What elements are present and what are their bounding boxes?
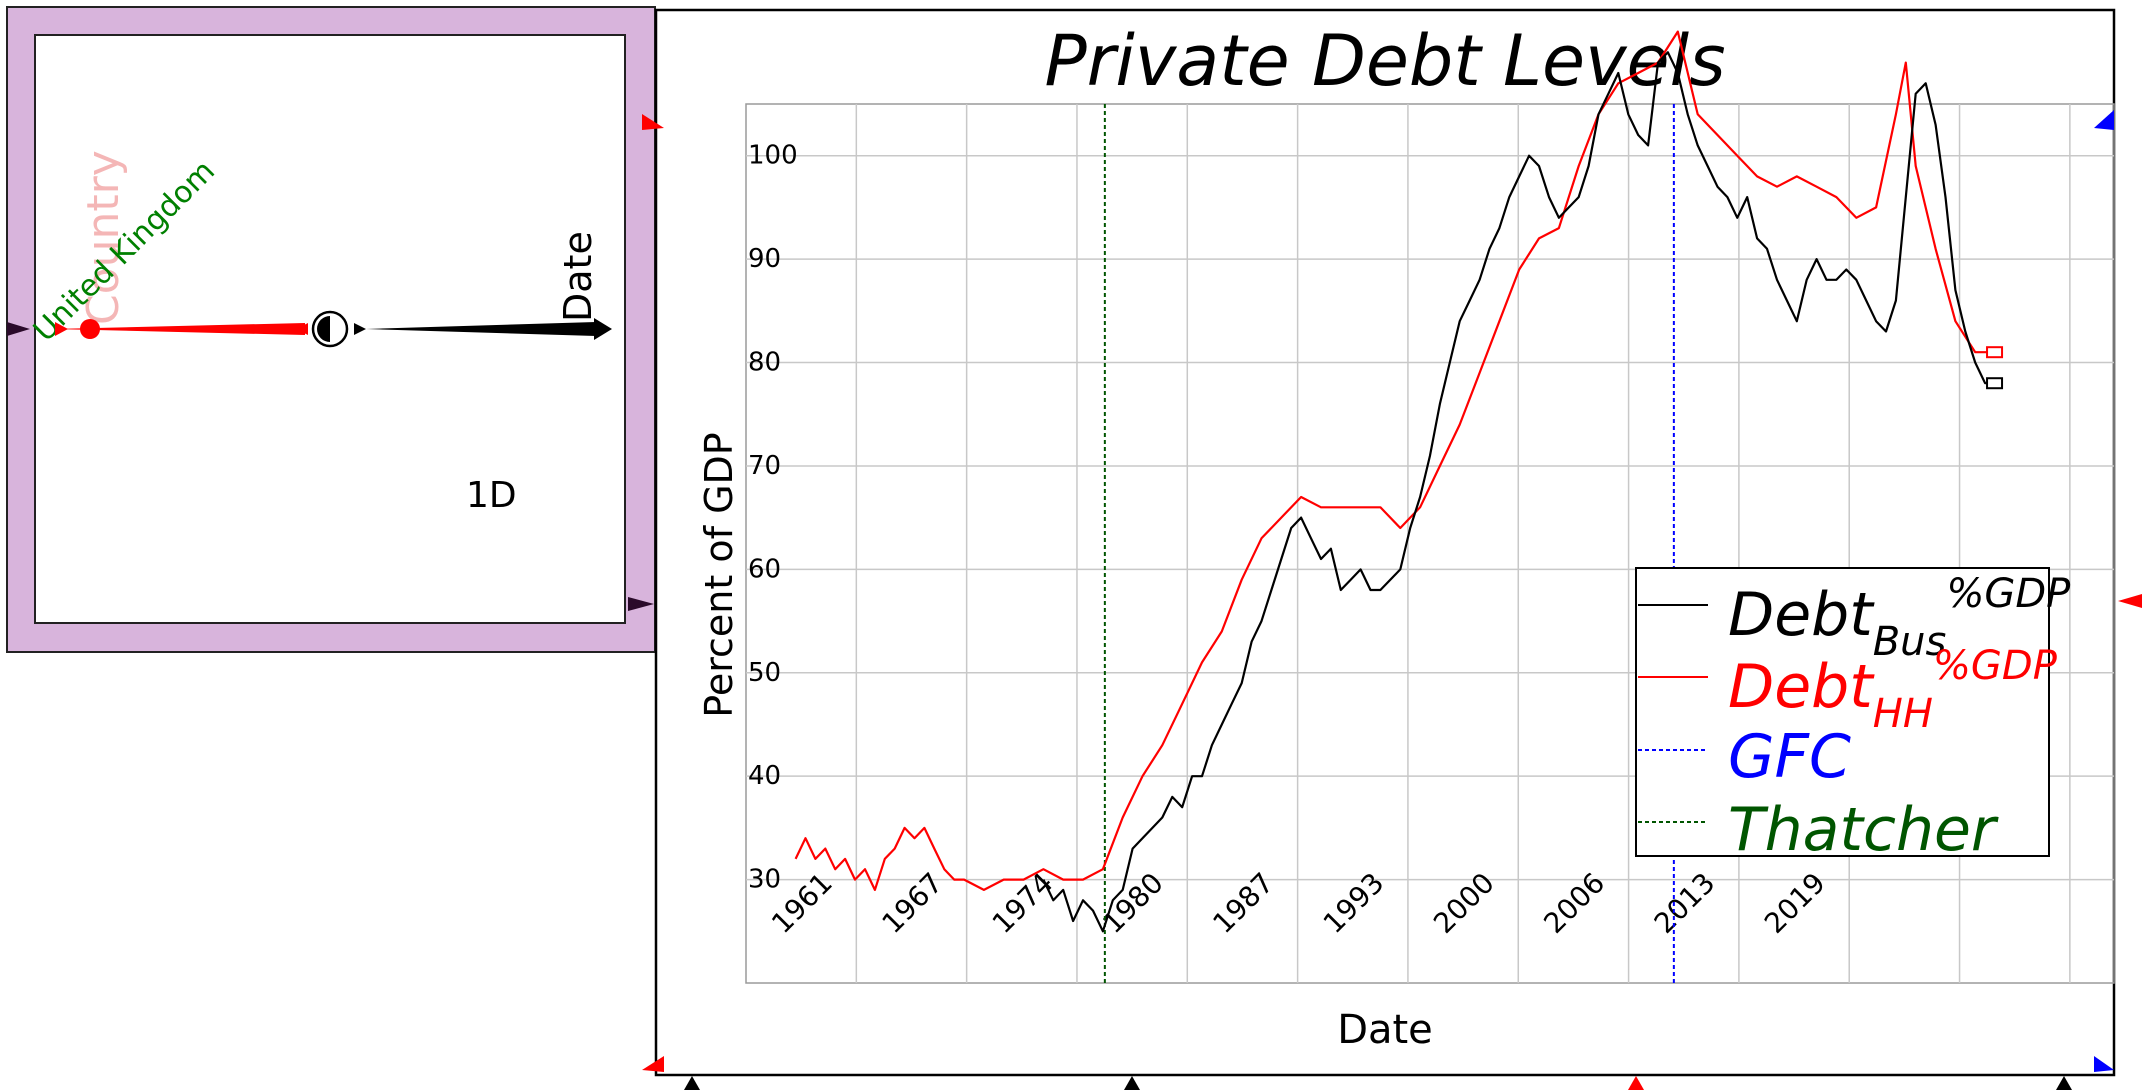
port-top-right-icon[interactable]	[2094, 110, 2114, 130]
series-line-bus	[1042, 51, 1995, 933]
y-axis-label: Percent of GDP	[697, 432, 741, 717]
legend-label-hh: DebtHH%GDP	[1728, 643, 2058, 737]
port-bottom-1-icon[interactable]	[684, 1076, 700, 1090]
series-end-marker-hh	[1986, 346, 2004, 359]
slice-slider-bar[interactable]	[52, 323, 305, 335]
legend-label-bus: DebtBus%GDP	[1728, 571, 2071, 665]
y-tick-label: 70	[748, 451, 781, 481]
axis-origin-half-fill	[317, 316, 330, 342]
rank-label: 1D	[466, 475, 517, 516]
y-tick-label: 50	[748, 658, 781, 688]
legend-label-thatcher: Thatcher	[1728, 795, 1999, 865]
panel-input-port-icon[interactable]	[7, 322, 30, 336]
panel-output-port-icon[interactable]	[628, 597, 654, 611]
series-end-marker-bus	[1986, 377, 2004, 390]
series-line-hh	[794, 30, 1995, 892]
plot-frame	[654, 8, 2116, 1077]
y-tick-label: 90	[748, 244, 781, 274]
y-tick-labels: 30 40 50 60 70 80 90 100	[748, 141, 798, 895]
port-bottom-2-icon[interactable]	[1124, 1076, 1140, 1090]
y-tick-label: 40	[748, 761, 781, 791]
y-tick-label: 60	[748, 554, 781, 584]
legend[interactable]: DebtBus%GDP DebtHH%GDP GFC Thatcher	[1635, 567, 2071, 865]
chart-series	[794, 30, 2004, 933]
variable-panel[interactable]: Country United Kingdom Date 1D	[6, 6, 656, 653]
plot-area-border	[745, 103, 2115, 984]
y-tick-label: 100	[748, 141, 798, 171]
slice-right-arrow-icon[interactable]	[296, 323, 308, 335]
port-bottom-4-icon[interactable]	[2056, 1076, 2072, 1090]
chart-grid	[745, 103, 2115, 984]
port-bottom-3-icon[interactable]	[1628, 1076, 1644, 1090]
port-top-left-icon[interactable]	[642, 114, 664, 130]
date-axis-label: Date	[556, 231, 600, 322]
dimension-label: Country	[78, 150, 129, 325]
ring-right-arrow-icon[interactable]	[354, 323, 366, 335]
y-tick-label: 80	[748, 348, 781, 378]
slice-left-arrow-icon[interactable]	[55, 322, 68, 336]
slice-slider-handle[interactable]	[80, 319, 100, 339]
port-bottom-right-icon[interactable]	[2094, 1056, 2114, 1072]
date-axis-arrow[interactable]	[366, 322, 596, 336]
date-axis-arrowhead-icon	[594, 318, 612, 340]
x-axis-label: Date	[1337, 1007, 1433, 1053]
port-right-mid-icon[interactable]	[2118, 594, 2142, 608]
legend-box	[1635, 567, 2050, 857]
legend-label-gfc: GFC	[1728, 722, 1851, 792]
y-tick-label: 30	[748, 865, 781, 895]
port-bottom-left-icon[interactable]	[642, 1056, 664, 1072]
